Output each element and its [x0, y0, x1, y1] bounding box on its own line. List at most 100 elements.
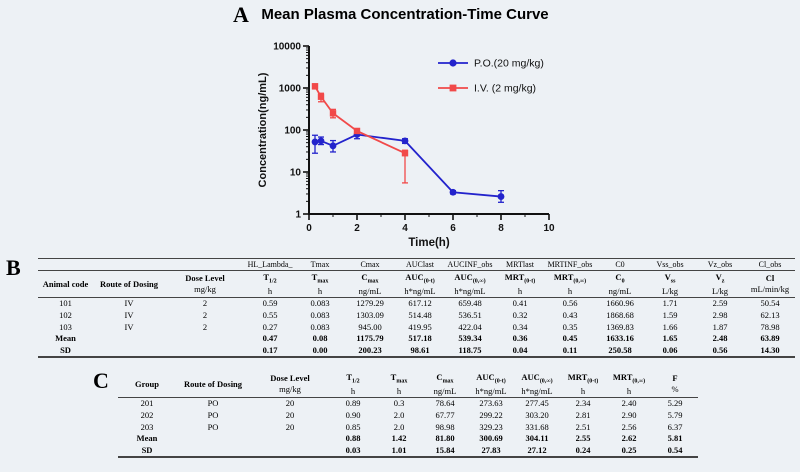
table-cell: 1868.68 — [606, 309, 634, 320]
column-header: Dose Level mg/kg — [165, 270, 245, 298]
table-cell: 2.90 — [621, 409, 637, 420]
table-cell: 203 — [140, 421, 154, 432]
data-point-circle — [401, 137, 409, 145]
column-header: Route of Dosing — [176, 371, 250, 398]
table-cell: 0.06 — [645, 344, 695, 358]
table-cell: 419.95 — [408, 321, 432, 332]
column-header: AUC(0-t) h*ng/mL — [395, 270, 445, 298]
table-cell: 0.55 — [262, 309, 278, 320]
table-cell: 2.62 — [621, 433, 637, 444]
table-cell: 98.61 — [395, 344, 445, 358]
table-cell: 14.30 — [745, 344, 795, 358]
pk-concentration-chart: 1 10 100 1000 10000 0 2 4 6 8 10 Time(h) Concentrati… — [257, 42, 555, 250]
table-cell: 5.29 — [667, 398, 683, 409]
table-cell: 0.59 — [262, 298, 278, 309]
export-name-header — [38, 258, 93, 271]
table-cell: 0.083 — [310, 309, 330, 320]
table-cell: 2.34 — [575, 398, 591, 409]
table-cell: 1.65 — [662, 333, 678, 344]
table-cell: PO — [207, 421, 219, 432]
table-cell: 277.45 — [525, 398, 549, 409]
table-row: 201 PO 20 0.89 0.3 78.64 273.63 277.45 2.34 2.40 5… — [118, 397, 698, 409]
table-row: 103 IV 2 0.27 0.083 945.00 419.95 422.04 0.34 0.3… — [38, 321, 795, 333]
table-cell: 617.12 — [408, 298, 432, 309]
column-header: MRT(0-t) h — [560, 371, 606, 398]
table-cell: 6.37 — [667, 421, 683, 432]
y-axis-label: Concentration(ng/mL) — [257, 72, 269, 187]
table-cell: 2.51 — [575, 421, 591, 432]
table-cell: IV — [124, 298, 134, 309]
legend-label: P.O.(20 mg/kg) — [474, 58, 544, 70]
table-cell: 5.79 — [667, 409, 683, 420]
table-cell: 2.55 — [575, 433, 591, 444]
x-tick-label: 10 — [543, 223, 555, 234]
table-cell: 2.0 — [393, 421, 405, 432]
table-cell: PO — [207, 398, 219, 409]
column-header: Cl mL/min/kg — [745, 270, 795, 298]
table-cell — [93, 333, 165, 345]
table-cell: 81.80 — [435, 433, 455, 444]
table-cell — [93, 344, 165, 358]
po-pk-table: Group Route of Dosing Dose Level mg/kg T1/2 h… — [118, 371, 698, 458]
column-header: MRT(0,∞) h — [545, 270, 595, 298]
table-cell: SD — [118, 444, 176, 458]
table-row: 203 PO 20 0.85 2.0 98.98 329.23 331.68 2.51 2.56 6… — [118, 421, 698, 433]
table-cell: 67.77 — [435, 409, 455, 420]
export-name-header: Cmax — [345, 258, 395, 271]
export-name-header: Cl_obs — [745, 258, 795, 271]
table-cell: 659.48 — [458, 298, 482, 309]
table-cell: 2.81 — [575, 409, 591, 420]
column-header: Group — [118, 371, 176, 398]
table-cell: PO — [207, 409, 219, 420]
x-tick-label: 4 — [402, 223, 408, 234]
table-cell: 20 — [285, 398, 295, 409]
data-point-square — [317, 93, 325, 100]
table-cell: 27.83 — [468, 444, 514, 458]
x-tick-label: 2 — [354, 223, 360, 234]
table-cell: 202 — [140, 409, 154, 420]
export-name-header: Tmax — [295, 258, 345, 271]
table-cell: 331.68 — [525, 421, 549, 432]
table-cell: 304.11 — [525, 433, 549, 444]
export-name-header: C0 — [595, 258, 645, 271]
export-name-header: Vss_obs — [645, 258, 695, 271]
y-tick-label: 1 — [295, 210, 301, 221]
table-cell: 0.34 — [512, 321, 528, 332]
x-tick-label: 0 — [306, 223, 312, 234]
table-cell — [176, 433, 250, 445]
y-tick-label: 1000 — [279, 84, 302, 95]
table-cell: 0.85 — [345, 421, 361, 432]
table-cell — [250, 444, 330, 458]
table-cell: 1660.96 — [606, 298, 634, 309]
table-cell: 0.11 — [545, 344, 595, 358]
table-row: 101 IV 2 0.59 0.083 1279.29 617.12 659.48 0.41 0.… — [38, 297, 795, 309]
data-point-circle — [449, 188, 457, 196]
table-row: 202 PO 20 0.90 2.0 67.77 299.22 303.20 2.81 2.90 5… — [118, 409, 698, 421]
column-header: Vz L/kg — [695, 270, 745, 298]
column-header: Tmax h — [295, 270, 345, 298]
table-cell: 2.0 — [393, 409, 405, 420]
iv-pk-table-wrap: HL_Lambda_ Tmax Cmax AUClast AUCINF_obs MRTla… — [38, 258, 795, 358]
chart-title: Mean Plasma Concentration-Time Curve — [261, 6, 549, 23]
table-cell: 5.81 — [667, 433, 683, 444]
table-cell: 0.56 — [695, 344, 745, 358]
table-cell: 0.25 — [606, 444, 652, 458]
table-cell: 539.34 — [458, 333, 482, 344]
table-cell: 0.32 — [512, 309, 528, 320]
table-cell: 0.3 — [393, 398, 405, 409]
table-cell: 20 — [285, 409, 295, 420]
column-header: F% — [652, 371, 698, 398]
column-header: Dose Level mg/kg — [250, 371, 330, 398]
table-cell: 15.84 — [422, 444, 468, 458]
table-cell: 0.54 — [652, 444, 698, 458]
data-point-circle — [497, 193, 505, 200]
table-cell: 2 — [202, 309, 208, 320]
table-cell: 103 — [59, 321, 72, 332]
table-cell: 0.41 — [512, 298, 528, 309]
table-cell: 514.48 — [408, 309, 432, 320]
column-header: T1/2 h — [330, 371, 376, 398]
table-cell: 2.98 — [712, 309, 728, 320]
column-header: MRT(0,∞) h — [606, 371, 652, 398]
table-cell: 50.54 — [760, 298, 780, 309]
